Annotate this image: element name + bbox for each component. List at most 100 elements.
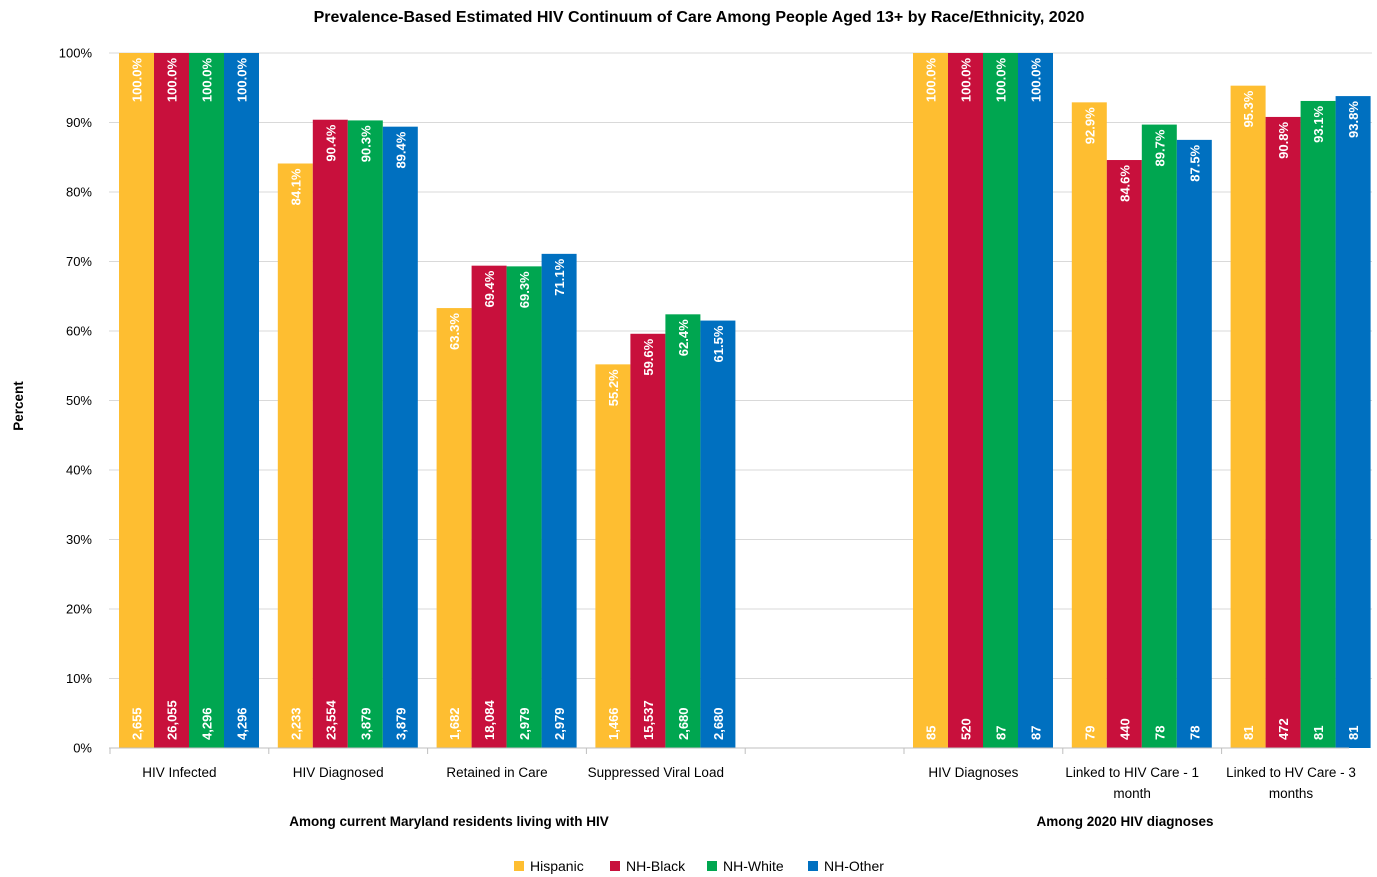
bar — [154, 53, 189, 748]
bar — [382, 126, 418, 749]
bar-count-label: 2,979 — [552, 707, 567, 740]
bar-percent-label: 100.0% — [130, 58, 145, 103]
bar — [983, 53, 1018, 748]
bar-percent-label: 69.3% — [517, 271, 532, 308]
bar — [347, 120, 383, 749]
bar — [913, 53, 948, 748]
bar-percent-label: 61.5% — [711, 325, 726, 362]
y-tick-label: 20% — [66, 602, 92, 617]
bar-count-label: 15,537 — [641, 700, 656, 740]
bar — [1106, 160, 1142, 748]
bar — [665, 314, 701, 748]
bar-count-label: 4,296 — [200, 707, 215, 740]
legend: Hispanic NH-Black NH-White NH-Other — [514, 858, 884, 874]
bar — [436, 308, 472, 748]
bar-percent-label: 100.0% — [1029, 58, 1044, 103]
bar-count-label: 3,879 — [393, 707, 408, 740]
bar-percent-label: 69.4% — [482, 270, 497, 307]
bar-count-label: 2,680 — [676, 707, 691, 740]
bar-percent-label: 100.0% — [924, 58, 939, 103]
bar — [506, 266, 542, 748]
bar-count-label: 79 — [1082, 726, 1097, 740]
bar-count-label: 81 — [1241, 726, 1256, 740]
bar-percent-label: 63.3% — [447, 313, 462, 350]
bar-percent-label: 100.0% — [959, 58, 974, 103]
y-tick-label: 0% — [73, 741, 92, 756]
y-tick-label: 40% — [66, 463, 92, 478]
legend-label: Hispanic — [530, 858, 584, 874]
bar-count-label: 81 — [1311, 726, 1326, 740]
x-category-label: HIV Diagnoses — [928, 765, 1018, 780]
y-tick-label: 10% — [66, 671, 92, 686]
legend-swatch — [808, 861, 818, 871]
bar — [1141, 124, 1177, 748]
bar — [119, 53, 154, 748]
bar-percent-label: 59.6% — [641, 338, 656, 375]
bar-count-label: 2,680 — [711, 707, 726, 740]
legend-swatch — [707, 861, 717, 871]
bar — [700, 320, 736, 748]
y-tick-label: 60% — [66, 324, 92, 339]
y-tick-label: 90% — [66, 115, 92, 130]
bar-count-label: 3,879 — [358, 707, 373, 740]
bar-count-label: 78 — [1152, 726, 1167, 740]
bar-percent-label: 90.4% — [323, 124, 338, 161]
bar-count-label: 1,466 — [606, 707, 621, 740]
bar — [1230, 85, 1266, 749]
y-axis-label: Percent — [11, 381, 26, 431]
bar-percent-label: 95.3% — [1241, 90, 1256, 127]
bar — [1176, 139, 1212, 748]
bar — [541, 253, 577, 749]
bar — [224, 53, 259, 748]
bar — [189, 53, 224, 748]
bar-percent-label: 84.6% — [1117, 165, 1132, 202]
x-category-label: month — [1113, 786, 1151, 801]
legend-swatch — [514, 861, 524, 871]
y-tick-label: 50% — [66, 393, 92, 408]
y-tick-label: 30% — [66, 532, 92, 547]
bar — [948, 53, 983, 748]
bar-count-label: 472 — [1276, 718, 1291, 740]
bar-percent-label: 100.0% — [235, 58, 250, 103]
data-labels: 100.0% 2,655 100.0% 26,055 100.0% 4,296 100.0%… — [130, 58, 1362, 740]
bar — [1018, 53, 1053, 748]
bar-count-label: 18,084 — [482, 699, 497, 740]
bar — [595, 364, 631, 748]
x-group-label: Among 2020 HIV diagnoses — [1036, 814, 1213, 829]
bar-count-label: 87 — [994, 726, 1009, 740]
bar — [1300, 100, 1336, 748]
legend-swatch — [610, 861, 620, 871]
bar-count-label: 2,233 — [288, 707, 303, 740]
bar-percent-label: 92.9% — [1082, 107, 1097, 144]
bar-percent-label: 100.0% — [994, 58, 1009, 103]
bar-percent-label: 71.1% — [552, 258, 567, 295]
y-tick-label: 100% — [59, 46, 93, 61]
bar-count-label: 440 — [1117, 718, 1132, 740]
x-group-label: Among current Maryland residents living … — [289, 814, 609, 829]
bar-count-label: 85 — [924, 726, 939, 740]
bar — [1071, 102, 1107, 749]
bar-percent-label: 100.0% — [165, 58, 180, 103]
bar — [630, 333, 666, 748]
bar-count-label: 4,296 — [235, 707, 250, 740]
x-category-label: Retained in Care — [446, 765, 547, 780]
bar-count-label: 2,979 — [517, 707, 532, 740]
bar-percent-label: 89.7% — [1152, 129, 1167, 166]
bar — [471, 265, 507, 748]
bar-count-label: 81 — [1346, 726, 1361, 740]
bar-count-label: 1,682 — [447, 707, 462, 740]
bar — [1265, 116, 1301, 748]
bar-count-label: 78 — [1187, 726, 1202, 740]
x-category-label: Suppressed Viral Load — [588, 765, 724, 780]
bar — [312, 119, 348, 749]
bar-percent-label: 62.4% — [676, 319, 691, 356]
bar-count-label: 2,655 — [130, 707, 145, 740]
bar-percent-label: 90.3% — [358, 125, 373, 162]
x-category-label: months — [1269, 786, 1314, 801]
bar-percent-label: 90.8% — [1276, 122, 1291, 159]
bar-percent-label: 89.4% — [393, 131, 408, 168]
bar-percent-label: 84.1% — [288, 168, 303, 205]
bar-percent-label: 55.2% — [606, 369, 621, 406]
bar-count-label: 26,055 — [165, 700, 180, 740]
